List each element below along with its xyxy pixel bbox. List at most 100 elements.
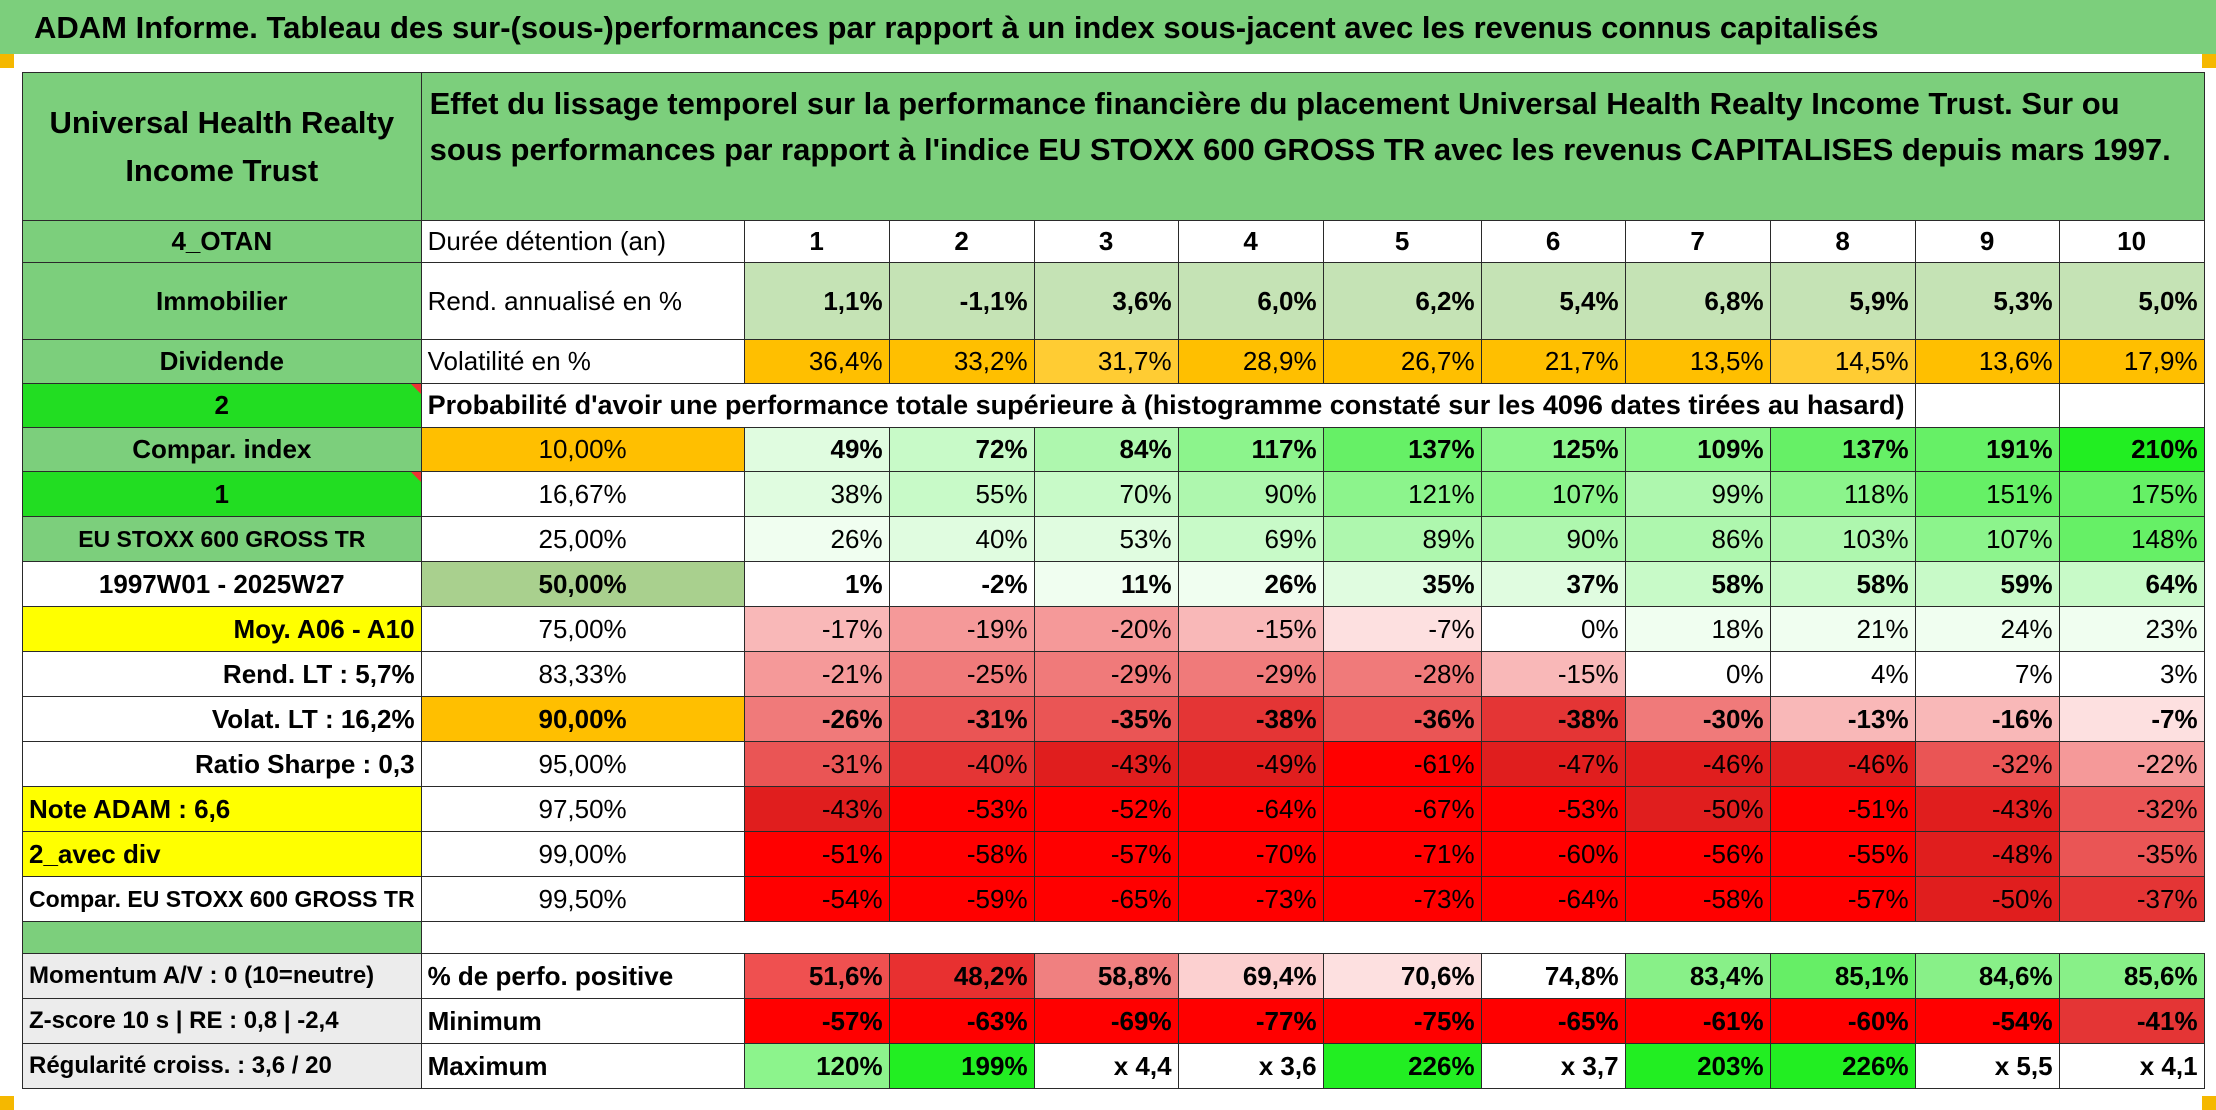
probability-value: 151%: [1914, 471, 2060, 517]
minimum-value: -60%: [1769, 998, 1916, 1044]
side-volat-lt: Volat. LT : 16,2%: [22, 696, 422, 742]
minimum-value: -61%: [1624, 998, 1771, 1044]
probability-value: 210%: [2058, 427, 2205, 472]
probability-value: 58%: [1624, 561, 1771, 607]
side-bottom-label: Momentum A/V : 0 (10=neutre): [22, 953, 422, 999]
volatilite-value: 14,5%: [1769, 339, 1916, 384]
probability-value: 53%: [1033, 516, 1179, 562]
minimum-value: -54%: [1914, 998, 2060, 1044]
performance-table: Universal Health Realty Income Trust Eff…: [22, 72, 2205, 1089]
probability-value: 70%: [1033, 471, 1179, 517]
probability-value: -29%: [1033, 651, 1179, 697]
probability-value: -46%: [1624, 741, 1771, 787]
minimum-value: -75%: [1322, 998, 1482, 1044]
probability-value: -59%: [888, 876, 1035, 922]
probability-value: -13%: [1769, 696, 1916, 742]
volatilite-value: 13,5%: [1624, 339, 1771, 384]
year-header: 8: [1769, 220, 1916, 263]
probability-value: -50%: [1624, 786, 1771, 832]
corner-mark: [0, 54, 14, 68]
probability-value: -7%: [1322, 606, 1482, 652]
probability-value: -19%: [888, 606, 1035, 652]
probability-value: -43%: [743, 786, 890, 832]
probability-value: -61%: [1322, 741, 1482, 787]
rendement-value: 1,1%: [743, 262, 890, 340]
probability-value: -7%: [2058, 696, 2205, 742]
probability-value: -54%: [743, 876, 890, 922]
percentile-label: 83,33%: [420, 651, 745, 697]
maximum-value: x 3,7: [1480, 1043, 1626, 1089]
volatilite-value: 21,7%: [1480, 339, 1626, 384]
probability-value: -35%: [2058, 831, 2205, 877]
minimum-value: -57%: [743, 998, 890, 1044]
probability-value: 90%: [1480, 516, 1626, 562]
maximum-value: x 4,4: [1033, 1043, 1179, 1089]
spacer-cell: [22, 921, 422, 954]
probability-value: 109%: [1624, 427, 1771, 472]
probability-value: -65%: [1033, 876, 1179, 922]
minimum-value: -41%: [2058, 998, 2205, 1044]
rendement-value: 6,2%: [1322, 262, 1482, 340]
empty-cell: [1914, 383, 2060, 428]
maximum-value: 120%: [743, 1043, 890, 1089]
volatilite-value: 33,2%: [888, 339, 1035, 384]
row-label-bottom: Maximum: [420, 1043, 745, 1089]
probability-value: -57%: [1033, 831, 1179, 877]
probability-value: -38%: [1480, 696, 1626, 742]
probability-value: -30%: [1624, 696, 1771, 742]
probability-value: 58%: [1769, 561, 1916, 607]
probability-value: -29%: [1177, 651, 1324, 697]
probability-value: 107%: [1480, 471, 1626, 517]
percentile-label: 99,00%: [420, 831, 745, 877]
side-moy: Moy. A06 - A10: [22, 606, 422, 652]
side-compar: Compar. index: [22, 427, 422, 472]
year-header: 7: [1624, 220, 1771, 263]
volatilite-value: 31,7%: [1033, 339, 1179, 384]
year-header: 9: [1914, 220, 2060, 263]
percentile-label: 75,00%: [420, 606, 745, 652]
probability-value: 125%: [1480, 427, 1626, 472]
side-period: 1997W01 - 2025W27: [22, 561, 422, 607]
probability-value: 118%: [1769, 471, 1916, 517]
report-title-bar: ADAM Informe. Tableau des sur-(sous-)per…: [0, 0, 2216, 54]
probability-value: 175%: [2058, 471, 2205, 517]
side-num1: 1: [22, 471, 422, 517]
probability-value: 11%: [1033, 561, 1179, 607]
probability-value: -58%: [888, 831, 1035, 877]
side-sector: Immobilier: [22, 262, 422, 340]
probability-value: -21%: [743, 651, 890, 697]
probability-value: 0%: [1480, 606, 1626, 652]
positive-value: 48,2%: [888, 953, 1035, 999]
probability-value: 0%: [1624, 651, 1771, 697]
probability-value: -28%: [1322, 651, 1482, 697]
row-label-volat: Volatilité en %: [420, 339, 745, 384]
probability-value: -35%: [1033, 696, 1179, 742]
side-avec-div: 2_avec div: [22, 831, 422, 877]
minimum-value: -77%: [1177, 998, 1324, 1044]
empty-cell: [2058, 383, 2205, 428]
side-index: EU STOXX 600 GROSS TR: [22, 516, 422, 562]
probability-value: -20%: [1033, 606, 1179, 652]
probability-value: 137%: [1322, 427, 1482, 472]
probability-value: -31%: [743, 741, 890, 787]
probability-value: -43%: [1914, 786, 2060, 832]
probability-value: -31%: [888, 696, 1035, 742]
probability-value: -32%: [1914, 741, 2060, 787]
side-bottom-label: Z-score 10 s | RE : 0,8 | -2,4: [22, 998, 422, 1044]
rendement-value: 3,6%: [1033, 262, 1179, 340]
probability-value: 117%: [1177, 427, 1324, 472]
side-bottom-label: Régularité croiss. : 3,6 / 20: [22, 1043, 422, 1089]
percentile-label: 99,50%: [420, 876, 745, 922]
rendement-value: 5,3%: [1914, 262, 2060, 340]
side-note: Note ADAM : 6,6: [22, 786, 422, 832]
probability-value: -38%: [1177, 696, 1324, 742]
probability-value: 99%: [1624, 471, 1771, 517]
probability-value: 107%: [1914, 516, 2060, 562]
maximum-value: 203%: [1624, 1043, 1771, 1089]
side-compar-full: Compar. EU STOXX 600 GROSS TR: [22, 876, 422, 922]
probability-value: 89%: [1322, 516, 1482, 562]
probability-value: -71%: [1322, 831, 1482, 877]
minimum-value: -65%: [1480, 998, 1626, 1044]
probability-value: 26%: [1177, 561, 1324, 607]
probability-value: -36%: [1322, 696, 1482, 742]
